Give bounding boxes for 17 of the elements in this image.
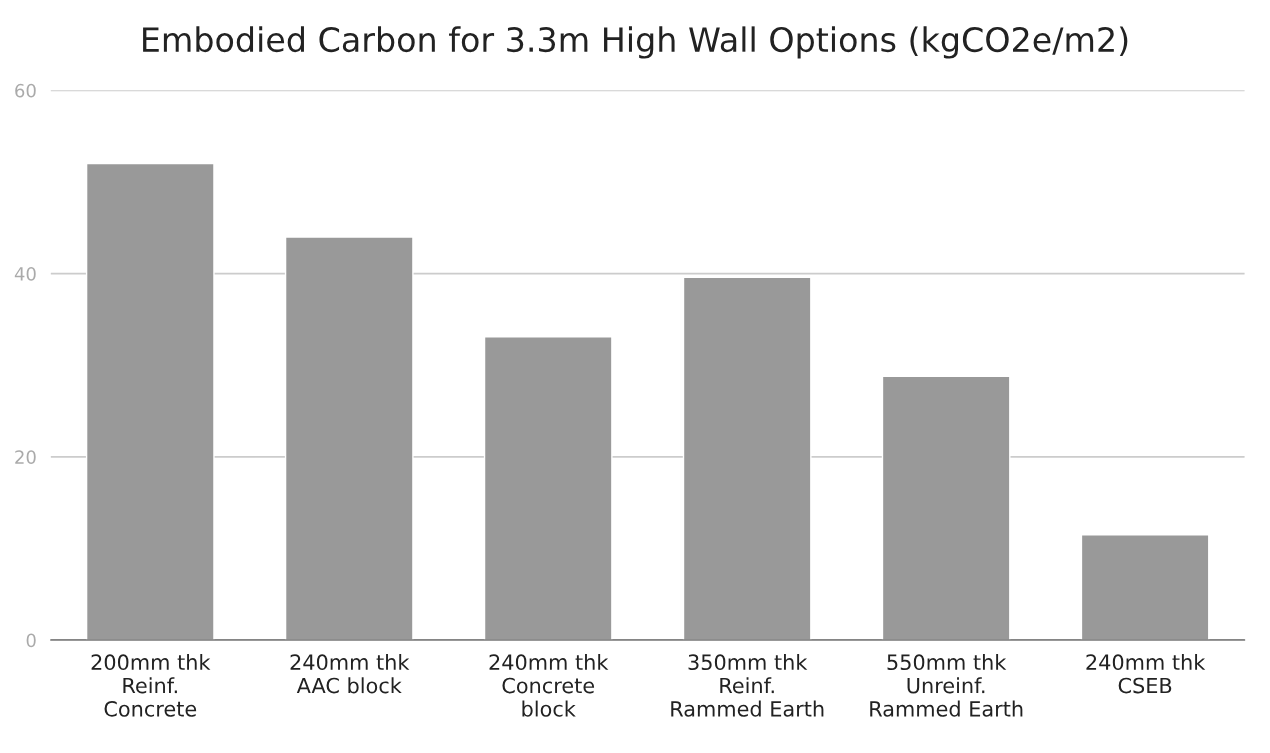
y-tick-label: 40 [14, 267, 36, 281]
y-tick-label: 20 [15, 450, 36, 464]
x-tick-label: 240mm thk AAC block [290, 653, 410, 694]
x-tick-label: 350mm thk Reinf. Rammed Earth [671, 653, 824, 717]
x-tick-label: 550mm thk Unreinf. Rammed Earth [870, 653, 1023, 717]
bar [682, 276, 812, 641]
chart-title: Embodied Carbon for 3.3m High Wall Options (kgCO2e/m2) [143, 26, 1128, 59]
bar [284, 236, 414, 641]
y-tick-label: 0 [26, 633, 36, 648]
x-tick-label: 240mm thk Concrete block [489, 653, 609, 717]
x-tick-label: 200mm thk Reinf. Concrete [91, 653, 211, 717]
y-tick-label: 60 [15, 83, 36, 98]
bar [85, 162, 215, 641]
x-tick-label: 240mm thk CSEB [1086, 653, 1206, 694]
bar [881, 375, 1011, 641]
bar [1080, 533, 1210, 641]
bar [483, 336, 613, 641]
